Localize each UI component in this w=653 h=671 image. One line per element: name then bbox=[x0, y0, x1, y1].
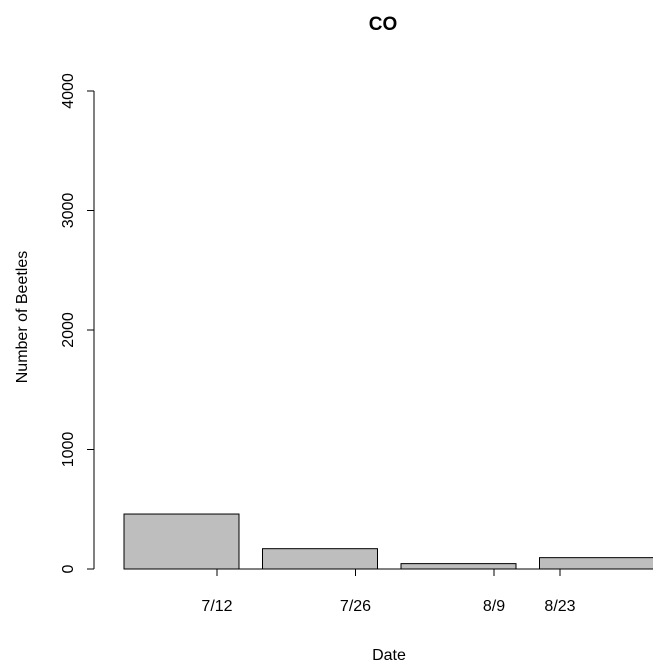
y-tick-label: 4000 bbox=[60, 73, 77, 109]
y-axis: 0 1000 2000 3000 4000 bbox=[60, 73, 94, 573]
y-tick-label: 3000 bbox=[60, 193, 77, 229]
x-axis-label: Date bbox=[372, 647, 406, 664]
x-tick-label: 7/26 bbox=[340, 598, 371, 615]
x-tick-label: 8/23 bbox=[544, 598, 575, 615]
y-tick-label: 1000 bbox=[60, 432, 77, 468]
bar bbox=[263, 549, 378, 569]
y-axis-label: Number of Beetles bbox=[14, 251, 31, 384]
x-tick-label: 8/9 bbox=[483, 598, 505, 615]
bars bbox=[124, 514, 653, 569]
bar bbox=[401, 564, 516, 569]
y-tick-label: 2000 bbox=[60, 312, 77, 348]
y-tick-label: 0 bbox=[60, 564, 77, 573]
bar bbox=[540, 558, 653, 569]
bar bbox=[124, 514, 239, 569]
x-axis: 7/12 7/26 8/9 8/23 bbox=[201, 569, 575, 615]
x-tick-label: 7/12 bbox=[201, 598, 232, 615]
chart-title: CO bbox=[369, 14, 398, 35]
